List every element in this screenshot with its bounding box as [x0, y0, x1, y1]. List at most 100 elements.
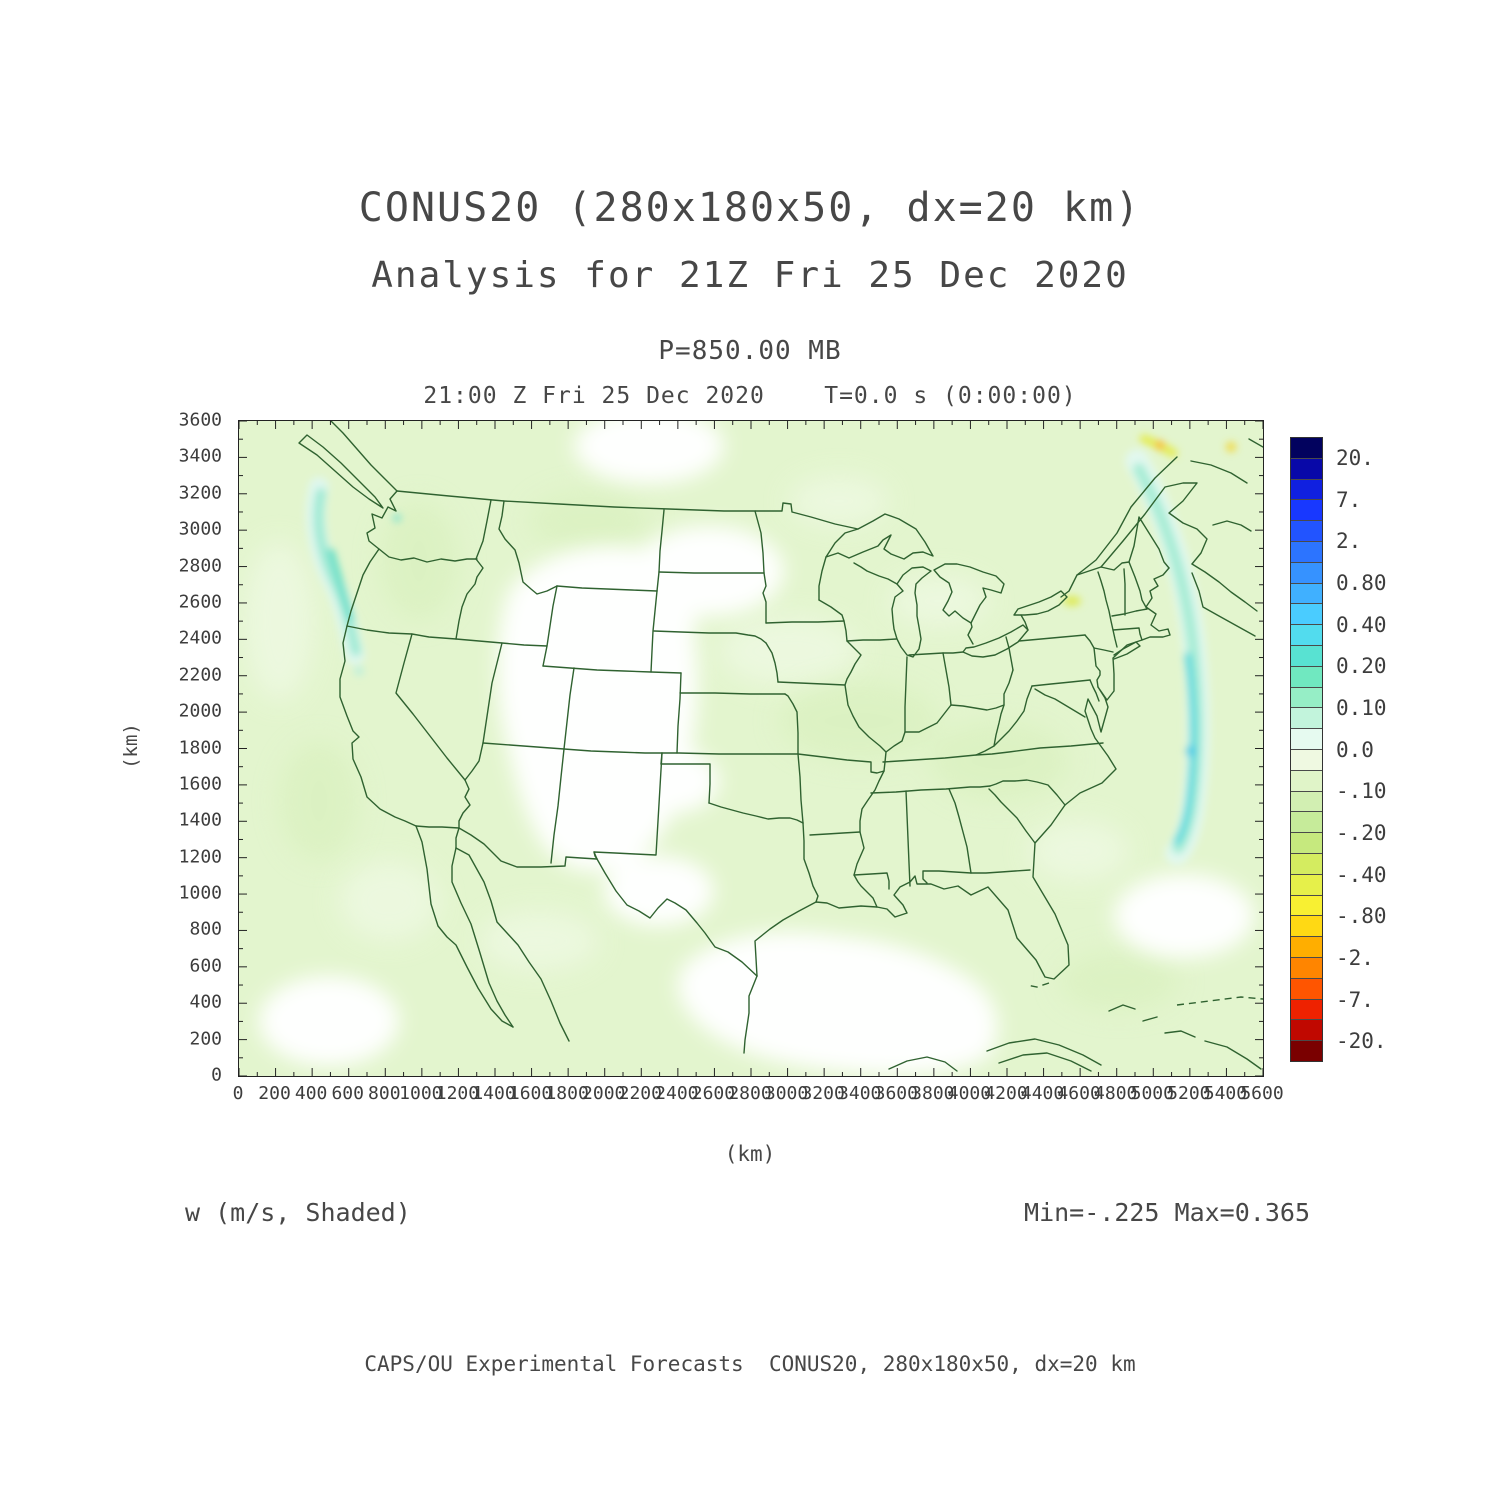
colorbar-cell	[1291, 478, 1322, 500]
state-line-in-oh	[942, 652, 952, 706]
state-line-de-md	[1089, 679, 1100, 702]
map-plot	[238, 408, 1264, 1077]
red-river	[708, 802, 804, 824]
colorbar-cell	[1291, 686, 1322, 708]
lake-huron	[933, 563, 1005, 624]
x-tick-label: 5000	[1130, 1083, 1174, 1104]
colorbar-tick-label: 2.	[1336, 529, 1362, 554]
y-tick-label: 3400	[178, 445, 222, 467]
state-line-pa-ny	[1018, 634, 1086, 642]
footer-credit: CAPS/OU Experimental Forecasts CONUS20, …	[364, 1352, 1136, 1376]
colorbar-cell	[1291, 852, 1322, 874]
x-tick-label: 3000	[764, 1083, 809, 1104]
colorbar-cell	[1291, 540, 1322, 562]
state-line-ne-ia	[765, 642, 779, 683]
state-line-nm-ok-corner	[660, 752, 663, 765]
y-tick-label: 800	[189, 918, 222, 940]
state-line-mo-ar	[797, 753, 885, 774]
y-tick-label: 0	[211, 1064, 222, 1086]
colorbar-cell	[1291, 1019, 1322, 1041]
state-line-mi-wi	[853, 562, 898, 585]
potomac-river	[1034, 688, 1086, 718]
x-axis-tick-labels: 0 200 400 600 800 1000 1200 1400 1600 1800 2000 220…	[233, 1083, 1284, 1109]
colorbar-cell	[1291, 665, 1322, 687]
colorbar-cell	[1291, 520, 1322, 541]
x-tick-label: 3800	[911, 1083, 955, 1104]
mexico-mainland-west-coast	[455, 847, 570, 1042]
colorbar-labels: 20. 7. 2. 0.80 0.40 0.20 0.10 0.0 -.10 -.20 -.40 -.…	[1336, 437, 1426, 1062]
canada-border-west	[396, 490, 859, 530]
colorbar	[1290, 437, 1323, 1062]
lake-superior	[825, 513, 934, 560]
y-axis-tick-labels: 0 200 400 600 800 1000 1200 1400 1600 1800 2000 220…	[130, 410, 230, 1086]
x-tick-label: 3200	[801, 1083, 845, 1104]
state-line-ga-sc	[988, 788, 1036, 844]
state-line-co-east	[676, 672, 682, 754]
state-line-ga-fl	[922, 869, 1031, 884]
state-line-ok-ar	[797, 753, 804, 824]
bahamas-islands	[1108, 1004, 1262, 1070]
state-line-ky-tn-va-nc	[882, 742, 1104, 763]
x-tick-label: 600	[331, 1083, 364, 1104]
colorbar-tick-label: 20.	[1336, 445, 1374, 470]
state-line-37n	[482, 742, 799, 755]
state-line-nm-tx	[593, 752, 663, 860]
valid-time-label: 21:00 Z Fri 25 Dec 2020 T=0.0 s (0:00:00…	[423, 383, 1077, 409]
x-axis-unit-label: (km)	[724, 1142, 776, 1166]
niagara-river	[1020, 614, 1029, 631]
state-line-il-in	[904, 656, 908, 733]
vancouver-island	[298, 434, 384, 509]
state-line-mn-ia	[765, 620, 845, 624]
x-tick-label: 1800	[545, 1083, 589, 1104]
state-line-41n	[542, 665, 682, 674]
x-tick-label: 400	[294, 1083, 328, 1104]
x-tick-label: 2800	[728, 1083, 772, 1104]
cuba-north-coast	[986, 1038, 1102, 1066]
colorbar-cell	[1291, 915, 1322, 937]
state-line-ca-az	[458, 779, 471, 829]
pressure-level-label: P=850.00 MB	[658, 336, 842, 366]
y-tick-label: 1600	[178, 773, 222, 795]
x-tick-label: 1000	[399, 1083, 443, 1104]
baja-west-coast	[415, 825, 514, 1028]
colorbar-tick-label: -.20	[1336, 820, 1387, 845]
x-tick-label: 3600	[874, 1083, 918, 1104]
colorbar-cell	[1291, 936, 1322, 957]
colorbar-cell	[1291, 603, 1322, 625]
baja-east-coast	[451, 847, 514, 1028]
colorbar-cell	[1291, 873, 1322, 895]
state-line-wy-east	[650, 590, 658, 673]
colorbar-cell	[1291, 707, 1322, 729]
colorbar-cell	[1291, 728, 1322, 749]
x-tick-label: 5400	[1203, 1083, 1248, 1104]
colorbar-cell	[1291, 624, 1322, 645]
prince-edward-island	[1212, 520, 1252, 532]
x-tick-label: 800	[368, 1083, 401, 1104]
colorado-river-delta	[455, 827, 460, 849]
plot-title: CONUS20 (280x180x50, dx=20 km)	[358, 185, 1142, 231]
state-line-oh-pa	[1005, 636, 1014, 671]
x-tick-label: 2200	[618, 1083, 662, 1104]
y-tick-label: 1000	[178, 882, 222, 904]
state-line-id-mt	[498, 500, 558, 595]
x-tick-label: 0	[232, 1083, 244, 1104]
colorbar-tick-label: -.40	[1336, 862, 1387, 887]
state-line-ga-al	[948, 788, 972, 874]
colorbar-tick-label: 0.40	[1336, 612, 1387, 637]
colorbar-cell	[1291, 956, 1322, 978]
colorbar-cell	[1291, 790, 1322, 812]
state-line-vt-nh	[1123, 568, 1126, 616]
y-tick-label: 2800	[178, 555, 222, 577]
state-line-wv-va	[975, 685, 1033, 756]
map-boundaries-dashed	[1026, 982, 1264, 1006]
y-tick-label: 600	[189, 955, 222, 977]
bc-coastline	[330, 420, 398, 492]
cuba-south-coast	[998, 1052, 1092, 1072]
lake-michigan	[891, 566, 932, 658]
state-line-wi-mn	[818, 556, 827, 601]
x-tick-label: 2600	[691, 1083, 736, 1104]
colorbar-cell	[1291, 748, 1322, 770]
state-line-nv-az	[464, 742, 484, 781]
colorbar-cell	[1291, 582, 1322, 604]
